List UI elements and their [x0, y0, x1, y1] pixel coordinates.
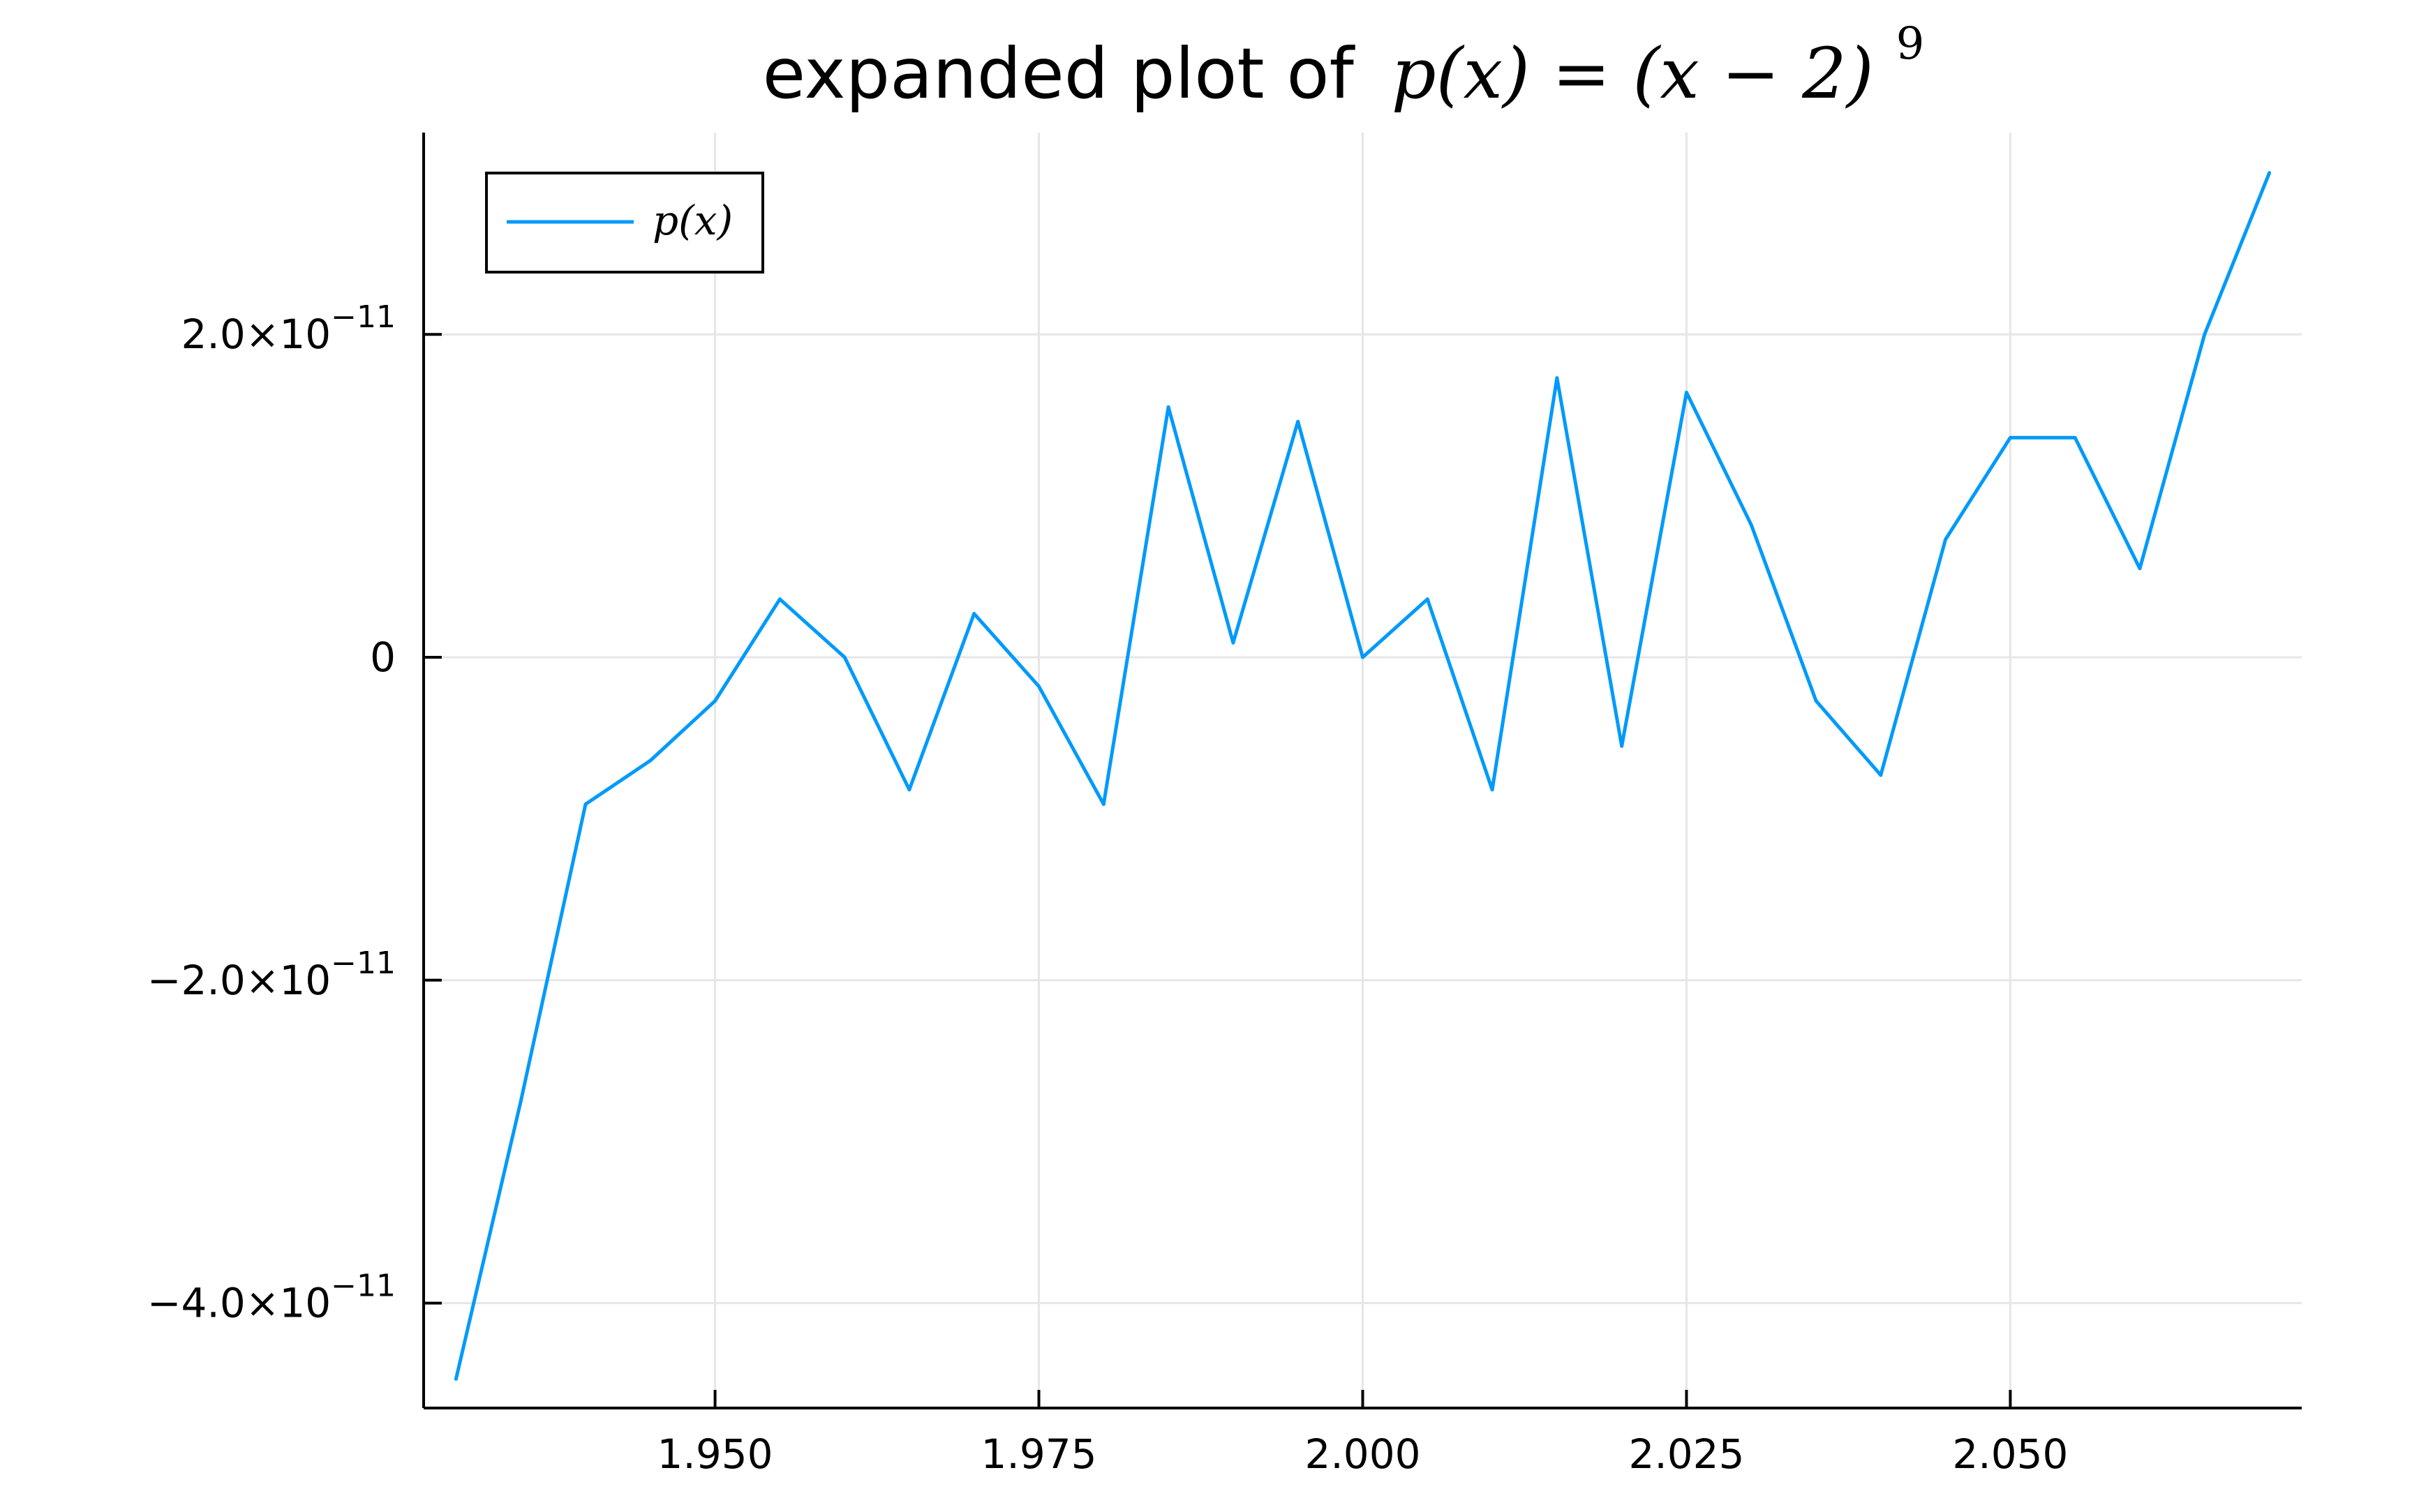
- series-layer: [454, 171, 2272, 1381]
- title-equation: p(x) = (x − 2): [1392, 33, 1874, 114]
- y-tick-label: −2.0×10−11: [147, 945, 396, 1004]
- title-prefix: expanded plot of: [763, 33, 1356, 114]
- data-point: [1684, 391, 1688, 395]
- data-point: [972, 612, 976, 616]
- y-tick-label: −4.0×10−11: [147, 1268, 396, 1327]
- data-point: [1555, 376, 1559, 380]
- x-tick-label: 1.950: [657, 1430, 773, 1478]
- data-point: [1101, 802, 1106, 807]
- y-tick-mantissa: −4.0×10: [147, 1280, 331, 1327]
- data-point: [2008, 435, 2012, 440]
- data-point: [2073, 435, 2077, 440]
- data-point: [1620, 744, 1624, 748]
- data-point: [2268, 171, 2272, 175]
- legend: p(x): [485, 172, 764, 274]
- data-point: [1749, 523, 1753, 527]
- x-tick-label: 2.025: [1628, 1430, 1744, 1478]
- y-tick-exponent: −11: [331, 945, 396, 981]
- data-point: [713, 699, 717, 703]
- x-tick-label: 1.975: [981, 1430, 1097, 1478]
- legend-label: p(x): [653, 197, 733, 244]
- data-point: [1814, 699, 1818, 703]
- data-point: [1879, 773, 1883, 777]
- y-tick-mantissa: −2.0×10: [147, 957, 331, 1004]
- data-point: [648, 758, 653, 763]
- data-point: [1296, 419, 1300, 424]
- data-point: [519, 1099, 523, 1103]
- x-tick-label: 2.000: [1304, 1430, 1420, 1478]
- data-point: [1166, 405, 1170, 409]
- chart-title: expanded plot of p(x) = (x − 2) 9: [763, 18, 1925, 114]
- y-tick-exponent: −11: [331, 299, 396, 335]
- data-point: [2203, 332, 2207, 336]
- data-point: [583, 802, 588, 807]
- data-point: [777, 597, 782, 601]
- data-point: [842, 655, 847, 659]
- y-tick-exponent: −11: [331, 1268, 396, 1304]
- grid-layer: [424, 133, 2302, 1408]
- y-tick-mantissa: 2.0×10: [181, 310, 332, 358]
- data-point: [1037, 684, 1041, 689]
- data-point: [1944, 537, 1948, 541]
- data-point: [2138, 567, 2142, 571]
- data-point: [907, 788, 911, 792]
- data-point: [1231, 641, 1235, 645]
- data-point: [454, 1377, 458, 1381]
- data-point: [1361, 655, 1364, 659]
- y-tick-label: 0: [370, 634, 396, 681]
- y-tick-label: 2.0×10−11: [181, 299, 396, 358]
- data-point: [1490, 788, 1494, 792]
- x-tick-label: 2.050: [1952, 1430, 2068, 1478]
- data-point: [1425, 597, 1429, 601]
- ticks-layer: 1.950 1.975 2.000 2.025 2.050−4.0×10−11−2.0×…: [147, 299, 2069, 1478]
- title-exponent: 9: [1896, 18, 1925, 70]
